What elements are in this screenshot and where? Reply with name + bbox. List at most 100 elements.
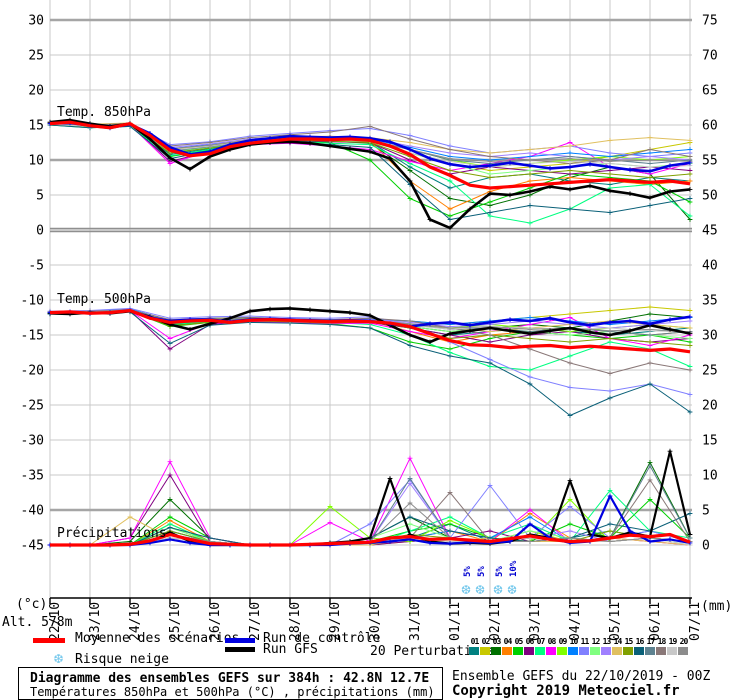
mean-line-swatch [33,638,65,643]
perturbation-swatch-10: 10 [568,638,579,655]
y-axis-left-labels: 30 25 20 15 10 5 0 -5 -10 -15 -20 -25 -30 -35 -40 -45 [21,14,44,554]
perturbation-swatch-12: 12 [590,638,601,655]
legend-gfs-label: Run GFS [263,642,318,657]
panel-temp850 [47,117,693,231]
y-left-tick: 30 [28,14,44,29]
perturbation-color-box [579,647,589,655]
y-right-tick: 15 [702,434,718,449]
y-left-tick: 20 [28,84,44,99]
perturbation-swatch-19: 19 [667,638,678,655]
y-right-tick: 60 [702,119,718,134]
perturbation-number: 14 [613,637,623,646]
perturbation-number: 01 [470,637,480,646]
unit-right-label: (mm) [701,599,733,614]
perturbation-color-box [469,647,479,655]
y-right-tick: 10 [702,469,718,484]
perturbation-number: 17 [646,637,656,646]
perturbation-color-box [546,647,556,655]
perturbation-number: 05 [514,637,524,646]
x-date-label: 27/10 [248,602,263,641]
y-left-tick: -40 [21,504,44,519]
perturbation-swatch-06: 06 [524,638,535,655]
panel-precip [47,448,693,548]
perturbation-color-box [678,647,688,655]
x-date-label: 24/10 [128,602,143,641]
perturbation-number: 18 [657,637,667,646]
perturbation-swatch-04: 04 [502,638,513,655]
y-left-tick: 25 [28,49,44,64]
perturbation-color-box [634,647,644,655]
perturbation-number: 02 [481,637,491,646]
perturbation-number: 10 [569,637,579,646]
y-left-tick: -10 [21,294,44,309]
y-right-tick: 5 [702,504,710,519]
perturbation-number: 20 [679,637,689,646]
perturbation-color-box [491,647,501,655]
y-left-tick: -25 [21,399,44,414]
y-right-tick: 30 [702,329,718,344]
x-date-label: 29/10 [328,602,343,641]
y-right-tick: 45 [702,224,718,239]
perturbation-number: 16 [635,637,645,646]
snow-risk-markers: ❆5%❆5%❆5%❆10% [460,560,519,598]
perturbation-swatches: 01 02 03 04 05 06 07 08 09 10 11 12 13 14 15 16 17 18 19 20 [469,638,689,657]
diagram-subtitle: Températures 850hPa et 500hPa (°C) , pré… [30,685,435,699]
perturbation-color-box [667,647,677,655]
copyright: Copyright 2019 Meteociel.fr [452,683,680,699]
ensemble-chart: 302520151050-5-10-15-20-25-30-35-40-4575… [21,0,718,641]
y-right-tick: 0 [702,539,710,554]
y-right-tick: 50 [702,189,718,204]
perturbation-color-box [645,647,655,655]
perturbation-swatch-05: 05 [513,638,524,655]
x-date-label: 03/11 [528,602,543,641]
perturbation-number: 09 [558,637,568,646]
label-precip: Précipitations [57,526,167,541]
perturbation-number: 13 [602,637,612,646]
y-left-tick: -5 [28,259,44,274]
x-date-label: 28/10 [288,602,303,641]
snowflake-icon: ❆ [492,580,502,598]
y-right-tick: 65 [702,84,718,99]
perturbation-color-box [568,647,578,655]
y-right-tick: 70 [702,49,718,64]
y-right-tick: 55 [702,154,718,169]
snowflake-icon: ❆ [460,580,470,598]
y-right-tick: 40 [702,259,718,274]
y-left-tick: 10 [28,154,44,169]
x-date-label: 06/11 [648,602,663,641]
x-date-label: 01/11 [448,602,463,641]
perturbation-swatch-07: 07 [535,638,546,655]
x-axis-date-labels: 22/10 23/10 24/10 25/10 26/10 27/10 28/10 29/10… [48,602,703,641]
perturbation-color-box [656,647,666,655]
perturbation-number: 12 [591,637,601,646]
y-right-tick: 35 [702,294,718,309]
perturbation-number: 07 [536,637,546,646]
control-line-swatch [225,638,255,643]
perturbation-swatch-02: 02 [480,638,491,655]
x-date-label: 26/10 [208,602,223,641]
perturbation-color-box [601,647,611,655]
perturbation-swatch-08: 08 [546,638,557,655]
snow-risk-percent: 5% [495,566,505,577]
perturbation-color-box [524,647,534,655]
perturbation-swatch-18: 18 [656,638,667,655]
perturbation-color-box [513,647,523,655]
perturbation-swatch-01: 01 [469,638,480,655]
perturbation-swatch-11: 11 [579,638,590,655]
y-left-tick: 15 [28,119,44,134]
diagram-title: Diagramme des ensembles GEFS sur 384h : … [30,671,430,686]
perturbation-number: 03 [492,637,502,646]
x-date-label: 23/10 [88,602,103,641]
y-left-tick: -45 [21,539,44,554]
perturbation-swatch-16: 16 [634,638,645,655]
perturbation-number: 15 [624,637,634,646]
snow-risk-percent: 5% [463,566,473,577]
perturbation-color-box [590,647,600,655]
snow-risk-percent: 5% [477,566,487,577]
perturbation-color-box [623,647,633,655]
y-left-tick: -30 [21,434,44,449]
perturbation-color-box [612,647,622,655]
perturbation-number: 11 [580,637,590,646]
y-left-tick: -35 [21,469,44,484]
